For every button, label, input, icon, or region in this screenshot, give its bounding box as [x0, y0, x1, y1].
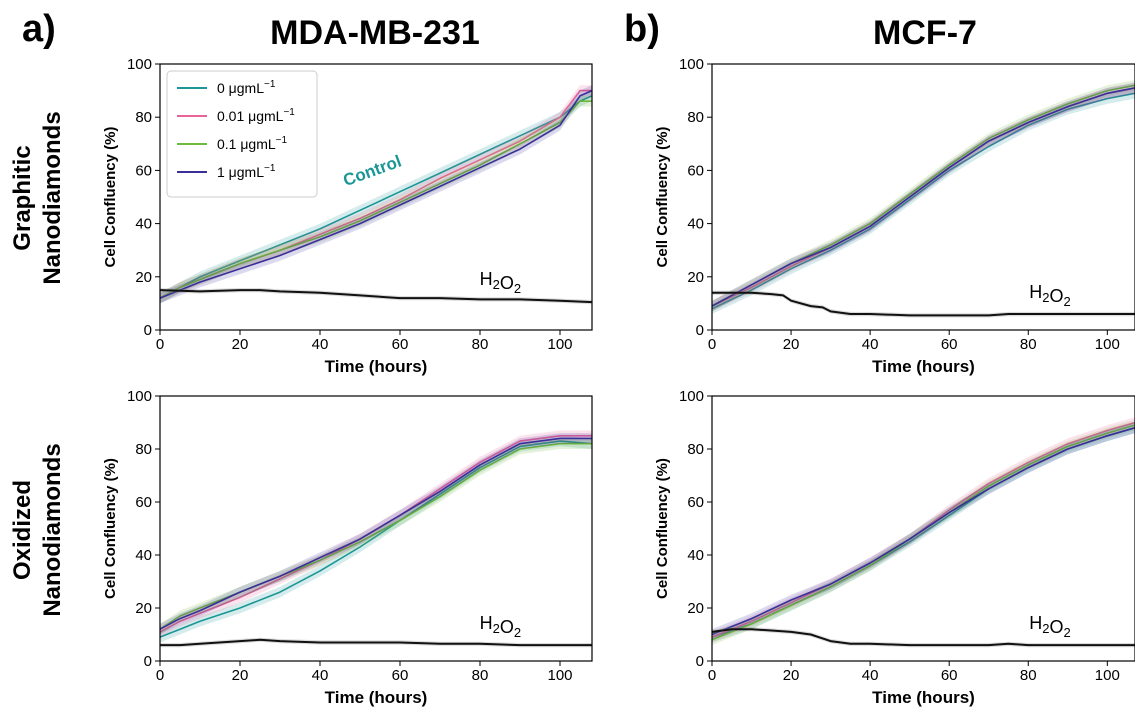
y-tick-label: 100: [679, 388, 704, 405]
plot-frame: [159, 63, 593, 331]
y-tick-label: 20: [687, 600, 704, 617]
legend-entry-1: 1 μgmL−1: [217, 163, 276, 180]
x-tick-label: 100: [547, 336, 572, 353]
y-tick-label: 0: [144, 322, 152, 339]
x-tick-label: 40: [312, 667, 329, 684]
series-line-h2o2: [712, 291, 1135, 317]
y-tick-label: 100: [679, 56, 704, 73]
y-tick-label: 40: [687, 547, 704, 564]
x-tick-label: 20: [232, 336, 249, 353]
x-tick-label: 0: [708, 336, 716, 353]
series-line-0.1: [159, 442, 592, 630]
y-tick-label: 60: [135, 494, 152, 511]
series-line-0: [159, 440, 593, 638]
x-axis-label: Time (hours): [325, 357, 428, 376]
y-tick-label: 20: [135, 600, 152, 617]
column-title-mcf-7: MCF-7: [873, 14, 977, 52]
x-axis-label: Time (hours): [872, 688, 975, 707]
legend-entry-0: 0 μgmL−1: [217, 79, 276, 96]
x-tick-label: 80: [472, 336, 489, 353]
series-line-h2o2: [160, 638, 592, 647]
x-tick-label: 20: [232, 667, 249, 684]
column-title-mda-mb-231: MDA-MB-231: [270, 14, 480, 52]
series-line-1: [711, 87, 1135, 307]
h2o2-label: H2O2: [480, 613, 521, 640]
chart-panel-3: 0 20 40 60 80 100 0 20 40 60 80 100 Time (hours) Cell…: [102, 388, 593, 707]
y-axis-label: Cell Confluency (%): [654, 127, 671, 268]
x-tick-label: 0: [156, 667, 164, 684]
error-band-0.1: [160, 95, 592, 304]
error-band-0.1: [160, 438, 592, 635]
series-line-h2o2: [711, 628, 1135, 647]
h2o2-label: H2O2: [480, 269, 521, 296]
plot-frame: [711, 63, 1135, 331]
panel-label-b: b): [624, 8, 660, 50]
control-annotation: Control: [341, 152, 404, 191]
y-tick-label: 20: [135, 269, 152, 286]
series-line-0.01: [711, 421, 1135, 638]
legend-box: [166, 70, 318, 198]
panel-label-a: a): [22, 8, 56, 50]
x-axis-label: Time (hours): [872, 357, 975, 376]
x-axis-label: Time (hours): [325, 688, 428, 707]
y-tick-label: 80: [135, 109, 152, 126]
chart-panel-1: 0 20 40 60 80 100 0 20 40 60 80 100 Time (hours) Cell…: [102, 56, 593, 376]
x-tick-label: 100: [547, 667, 572, 684]
x-tick-label: 80: [472, 667, 489, 684]
error-band-1: [712, 82, 1135, 312]
series-line-0.1: [159, 100, 592, 299]
x-tick-label: 20: [783, 667, 800, 684]
y-tick-label: 100: [127, 56, 152, 73]
y-tick-label: 0: [696, 322, 704, 339]
x-tick-label: 40: [862, 667, 879, 684]
h2o2-label: H2O2: [1029, 613, 1070, 640]
x-tick-label: 100: [1095, 336, 1120, 353]
y-tick-label: 0: [144, 653, 152, 670]
y-tick-label: 40: [135, 547, 152, 564]
x-tick-label: 40: [862, 336, 879, 353]
error-band-1: [712, 422, 1135, 640]
y-axis-label: Cell Confluency (%): [654, 458, 671, 599]
y-tick-label: 0: [696, 653, 704, 670]
legend-entry-0.1: 0.1 μgmL−1: [217, 135, 287, 152]
h2o2-label: H2O2: [1029, 282, 1070, 309]
x-tick-label: 60: [392, 336, 409, 353]
x-tick-label: 20: [783, 336, 800, 353]
y-tick-label: 80: [135, 441, 152, 458]
y-tick-label: 80: [687, 441, 704, 458]
y-tick-label: 60: [687, 162, 704, 179]
plot-frame: [711, 395, 1135, 662]
x-tick-label: 40: [312, 336, 329, 353]
y-axis-label: Cell Confluency (%): [102, 458, 119, 599]
chart-panel-4: 0 20 40 60 80 100 0 20 40 60 80 100 Time (hours) Cell…: [654, 388, 1135, 707]
x-tick-label: 60: [941, 667, 958, 684]
y-tick-label: 60: [135, 162, 152, 179]
y-tick-label: 100: [127, 388, 152, 405]
x-tick-label: 60: [392, 667, 409, 684]
series-line-0: [711, 92, 1135, 310]
series-line-h2o2: [159, 289, 593, 304]
y-tick-label: 20: [687, 269, 704, 286]
x-tick-label: 100: [1095, 667, 1120, 684]
x-tick-label: 0: [708, 667, 716, 684]
series-line-1: [159, 89, 593, 299]
y-tick-label: 60: [687, 494, 704, 511]
legend-entry-0.01: 0.01 μgmL−1: [217, 107, 295, 124]
plot-frame: [159, 395, 593, 662]
y-tick-label: 40: [135, 216, 152, 233]
series-line-1: [159, 437, 592, 630]
error-band-0: [160, 435, 592, 643]
error-band-1: [160, 433, 592, 635]
y-tick-label: 80: [687, 109, 704, 126]
x-tick-label: 80: [1020, 667, 1037, 684]
x-tick-label: 60: [941, 336, 958, 353]
x-tick-label: 80: [1020, 336, 1037, 353]
chart-panel-2: 0 20 40 60 80 100 0 20 40 60 80 100 Time (hours) Cell…: [654, 56, 1135, 376]
y-axis-label: Cell Confluency (%): [102, 127, 119, 268]
error-band-0: [712, 87, 1135, 315]
series-line-1: [711, 427, 1135, 636]
y-tick-label: 40: [687, 216, 704, 233]
x-tick-label: 0: [156, 336, 164, 353]
